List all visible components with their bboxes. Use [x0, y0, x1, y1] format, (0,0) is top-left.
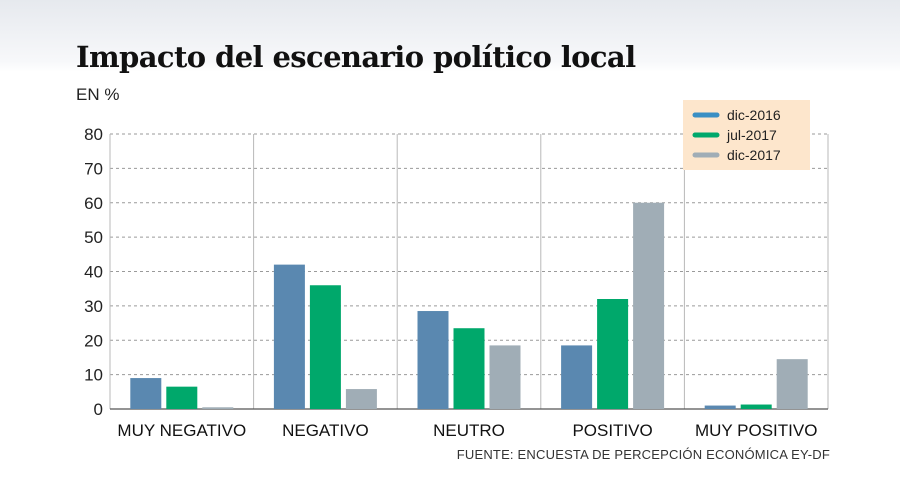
bar: [345, 389, 377, 409]
y-tick-label: 30: [84, 297, 103, 316]
y-tick-label: 80: [84, 125, 103, 144]
category-label: NEUTRO: [433, 421, 505, 440]
legend-label: dic-2017: [727, 147, 781, 163]
bar: [633, 202, 665, 409]
bar: [273, 264, 305, 409]
bar: [309, 285, 341, 409]
header-band: [0, 0, 900, 72]
category-label: POSITIVO: [572, 421, 652, 440]
bar: [417, 311, 449, 409]
bar: [202, 407, 234, 409]
y-tick-label: 70: [84, 159, 103, 178]
source-note: FUENTE: ENCUESTA DE PERCEPCIÓN ECONÓMICA…: [456, 447, 830, 462]
y-tick-label: 40: [84, 263, 103, 282]
legend-label: dic-2016: [727, 107, 781, 123]
unit-label: EN %: [76, 85, 120, 104]
bar: [597, 299, 629, 409]
bar: [453, 328, 485, 409]
category-label: MUY POSITIVO: [695, 421, 818, 440]
chart-title: Impacto del escenario político local: [76, 40, 636, 74]
category-label: NEGATIVO: [282, 421, 369, 440]
bar: [166, 386, 198, 409]
bar: [561, 345, 593, 409]
bar: [130, 378, 162, 409]
y-tick-label: 20: [84, 331, 103, 350]
y-tick-label: 0: [94, 400, 103, 419]
y-tick-label: 10: [84, 366, 103, 385]
category-label: MUY NEGATIVO: [117, 421, 246, 440]
bar: [489, 345, 521, 409]
y-tick-label: 60: [84, 194, 103, 213]
bar: [704, 405, 736, 409]
y-tick-label: 50: [84, 228, 103, 247]
legend-label: jul-2017: [726, 127, 777, 143]
bar: [776, 359, 808, 409]
bar: [740, 404, 772, 409]
